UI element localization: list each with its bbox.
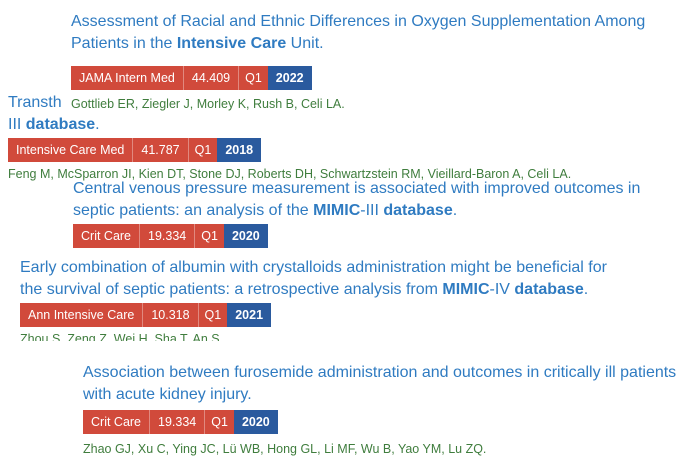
quartile-badge: Q1 <box>194 224 224 248</box>
year-badge: 2022 <box>267 66 312 90</box>
journal-badges: Crit Care 19.334 Q1 2020 <box>83 410 683 434</box>
authors-text: Zhou S, Zeng Z, Wei H, Sha T, An S. <box>20 332 224 341</box>
authors-text: Feng M, McSparron JI, Kien DT, Stone DJ,… <box>8 167 572 181</box>
impact-factor-badge: 19.334 <box>149 410 205 434</box>
quartile-badge: Q1 <box>204 410 234 434</box>
article-title-link[interactable]: Association between furosemide administr… <box>83 364 677 403</box>
article-title-link[interactable]: Transth <box>8 94 62 111</box>
authors-text: Gottlieb ER, Ziegler J, Morley K, Rush B… <box>71 97 345 111</box>
journal-badges: JAMA Intern Med 44.409 Q1 2022 <box>71 66 671 90</box>
journal-badges: Intensive Care Med 41.787 Q1 2018 <box>8 138 668 162</box>
journal-badge: Ann Intensive Care <box>20 303 143 327</box>
authors-text: Zhao GJ, Xu C, Ying JC, Lü WB, Hong GL, … <box>83 442 487 456</box>
article-title-link[interactable]: Early combination of albumin with crysta… <box>20 259 607 298</box>
impact-factor-badge: 10.318 <box>142 303 198 327</box>
journal-badge: Crit Care <box>83 410 150 434</box>
article-title-link-continued[interactable]: III database. <box>8 116 100 133</box>
quartile-badge: Q1 <box>187 138 218 162</box>
impact-factor-badge: 19.334 <box>139 224 195 248</box>
article-title-link[interactable]: Central venous pressure measurement is a… <box>73 180 641 219</box>
journal-badges: Crit Care 19.334 Q1 2020 <box>73 224 673 248</box>
journal-badge: Crit Care <box>73 224 140 248</box>
impact-factor-badge: 44.409 <box>182 66 239 90</box>
article-card: Early combination of albumin with crysta… <box>20 257 620 341</box>
year-badge: 2021 <box>227 303 272 327</box>
year-badge: 2018 <box>217 138 262 162</box>
article-card: Central venous pressure measurement is a… <box>73 178 673 248</box>
journal-badges: Ann Intensive Care 10.318 Q1 2021 <box>20 303 620 327</box>
quartile-badge: Q1 <box>238 66 268 90</box>
year-badge: 2020 <box>223 224 268 248</box>
article-card: Association between furosemide administr… <box>83 362 683 457</box>
journal-badge: JAMA Intern Med <box>71 66 183 90</box>
quartile-badge: Q1 <box>197 303 228 327</box>
article-card: Transth III database. Intensive Care Med… <box>8 92 668 182</box>
article-title-link[interactable]: Assessment of Racial and Ethnic Differen… <box>71 13 646 52</box>
year-badge: 2020 <box>233 410 278 434</box>
article-card: Assessment of Racial and Ethnic Differen… <box>71 11 671 112</box>
journal-badge: Intensive Care Med <box>8 138 133 162</box>
impact-factor-badge: 41.787 <box>132 138 188 162</box>
